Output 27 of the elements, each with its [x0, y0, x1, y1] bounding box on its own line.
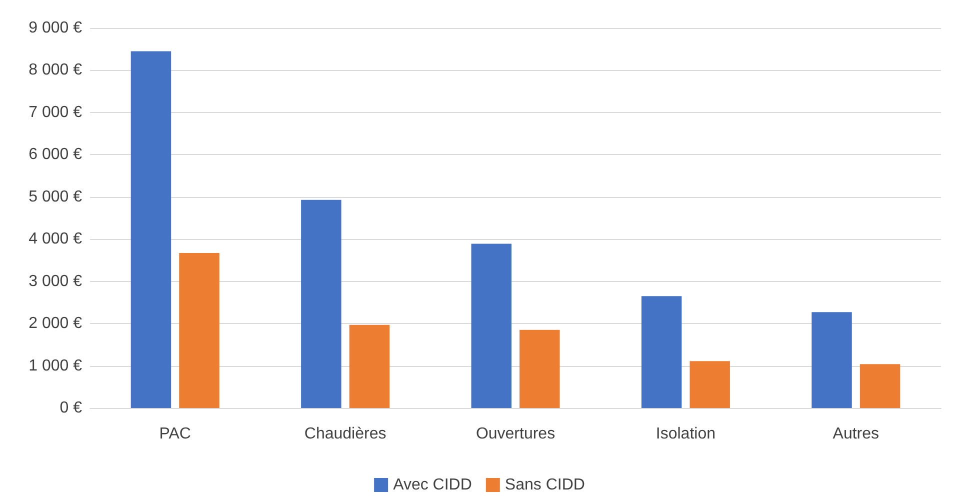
y-tick-label: 2 000 € [28, 315, 82, 332]
bar [641, 296, 682, 408]
y-tick-label: 3 000 € [28, 272, 82, 290]
legend-label: Avec CIDD [393, 476, 472, 494]
legend-label: Sans CIDD [504, 476, 585, 494]
x-tick-label: PAC [159, 426, 191, 442]
bar [179, 253, 220, 408]
y-tick-label: 6 000 € [28, 146, 82, 164]
bar [301, 200, 342, 408]
bar [812, 312, 852, 408]
y-tick-label: 4 000 € [28, 230, 82, 248]
x-tick-label: Chaudières [304, 426, 386, 442]
bar [520, 330, 560, 408]
y-tick-label: 5 000 € [28, 188, 82, 206]
y-tick-label: 0 € [60, 400, 82, 416]
bar [349, 324, 390, 408]
x-tick-label: Isolation [656, 426, 716, 442]
x-tick-label: Autres [832, 426, 880, 442]
x-tick-label: Ouvertures [476, 426, 556, 442]
bar [471, 244, 512, 408]
y-tick-label: 1 000 € [28, 357, 82, 374]
bar [130, 51, 172, 408]
bar [860, 364, 900, 408]
bar [690, 361, 730, 408]
y-tick-label: 7 000 € [28, 104, 82, 121]
y-tick-label: 8 000 € [28, 62, 82, 79]
y-tick-label: 9 000 € [28, 20, 82, 36]
